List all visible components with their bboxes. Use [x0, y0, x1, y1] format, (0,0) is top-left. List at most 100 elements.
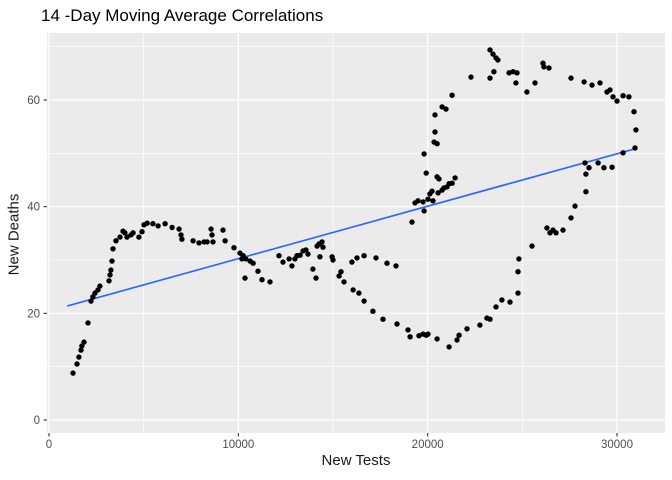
data-point [609, 164, 615, 170]
data-point [136, 234, 142, 240]
data-point [97, 283, 103, 289]
data-point [586, 165, 592, 171]
data-point [493, 304, 499, 310]
data-point [243, 256, 249, 262]
data-point [443, 106, 449, 112]
data-point [354, 255, 360, 261]
data-point [384, 260, 390, 266]
data-point [405, 327, 411, 333]
data-point [85, 320, 91, 326]
data-point [429, 188, 435, 194]
data-point [361, 253, 367, 259]
data-point [516, 256, 522, 262]
data-point [614, 98, 620, 104]
x-axis-title: New Tests [321, 452, 391, 469]
data-point [336, 273, 342, 279]
data-point [607, 87, 613, 93]
data-point [452, 175, 458, 181]
data-point [541, 64, 547, 70]
data-point [490, 51, 496, 57]
data-point [420, 199, 426, 205]
data-point [425, 331, 431, 337]
data-point [370, 308, 376, 314]
data-point [434, 141, 440, 147]
data-point [242, 275, 248, 281]
data-point [487, 75, 493, 81]
data-point [297, 252, 303, 258]
data-point [601, 165, 607, 171]
data-point [436, 176, 442, 182]
data-point [595, 160, 601, 166]
data-point [620, 93, 626, 99]
data-point [276, 253, 282, 259]
data-point [582, 160, 588, 166]
x-tick-label: 10000 [222, 439, 254, 451]
data-point [196, 240, 202, 246]
data-point [139, 229, 145, 235]
data-point [88, 298, 94, 304]
data-point [124, 234, 130, 240]
data-point [150, 221, 156, 227]
y-axis-title: New Deaths [5, 193, 23, 276]
data-point [583, 171, 589, 177]
data-point [514, 70, 520, 76]
data-point [179, 236, 185, 242]
y-tick-label: 20 [27, 308, 40, 320]
data-point [487, 316, 493, 322]
data-point [631, 109, 637, 115]
data-point [122, 230, 128, 236]
trend-line [67, 147, 637, 307]
data-point [356, 290, 362, 296]
data-point [130, 230, 136, 236]
data-point [425, 196, 431, 202]
data-point [106, 278, 112, 284]
x-tick-label: 0 [46, 439, 52, 451]
data-point [361, 298, 367, 304]
data-point [499, 297, 505, 303]
data-point [477, 322, 483, 328]
data-point [108, 267, 114, 273]
data-point [178, 232, 184, 238]
data-point [532, 80, 538, 86]
y-tick-label: 60 [27, 95, 40, 107]
data-point [583, 189, 589, 195]
data-point [491, 69, 497, 75]
data-point [446, 344, 452, 350]
data-point [456, 332, 462, 338]
data-point [220, 227, 226, 233]
data-point [208, 226, 214, 232]
data-point [107, 272, 113, 278]
data-point [209, 232, 215, 238]
data-point [289, 263, 295, 269]
data-point [572, 203, 578, 209]
data-point [435, 190, 441, 196]
data-point [513, 80, 519, 86]
data-point [421, 151, 427, 157]
data-point [320, 244, 326, 250]
data-point [303, 247, 309, 253]
data-point [349, 259, 355, 265]
data-point [568, 215, 574, 221]
y-tick-label: 0 [34, 415, 40, 427]
data-point [529, 243, 535, 249]
data-point [267, 279, 273, 285]
data-point [434, 336, 440, 342]
data-point [409, 219, 415, 225]
data-point [110, 246, 116, 252]
data-point [109, 258, 115, 264]
data-point [350, 287, 356, 293]
data-point [144, 220, 150, 226]
data-point [449, 180, 455, 186]
data-point [487, 47, 493, 53]
data-point [546, 65, 552, 71]
data-point [524, 89, 530, 95]
data-point [113, 238, 119, 244]
data-point [544, 225, 550, 231]
data-point [626, 94, 632, 100]
data-point [454, 337, 460, 343]
plot-title: 14 -Day Moving Average Correlations [41, 6, 324, 25]
data-point [610, 94, 616, 100]
data-point [430, 198, 436, 204]
